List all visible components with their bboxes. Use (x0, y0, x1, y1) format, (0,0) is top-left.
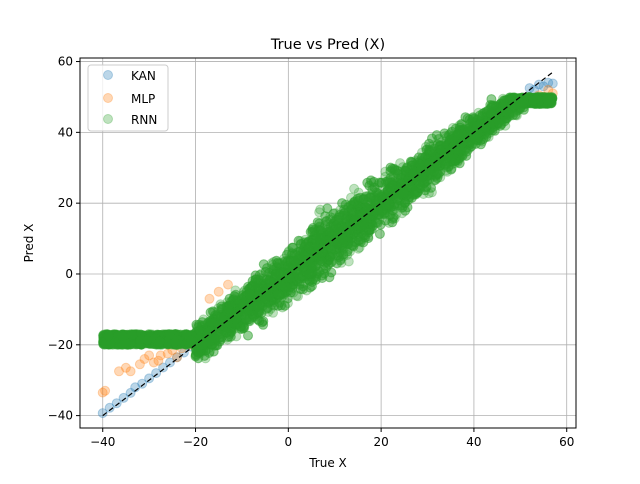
mlp-point (214, 287, 223, 296)
mlp-point (101, 386, 110, 395)
mlp-point (126, 367, 135, 376)
mlp-point (205, 294, 214, 303)
mlp-point (224, 280, 233, 289)
